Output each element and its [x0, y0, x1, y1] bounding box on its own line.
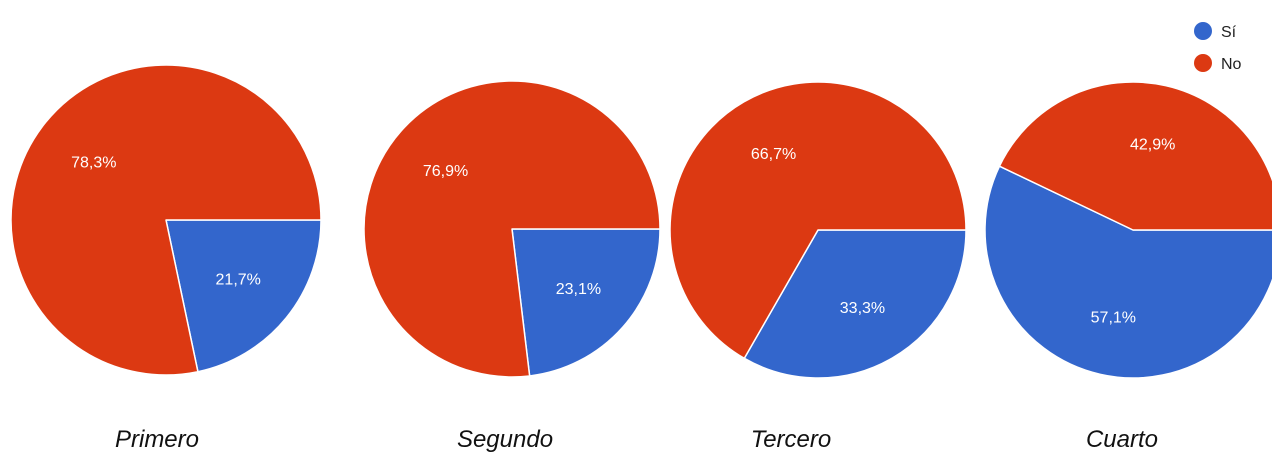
legend-label-si: Sí	[1221, 24, 1237, 41]
chart-title-primero: Primero	[115, 426, 199, 452]
pie-slice-no	[363, 80, 661, 378]
pie-slice-no	[998, 81, 1272, 231]
pie-slice-si	[511, 228, 661, 377]
legend-swatch-no	[1194, 54, 1212, 72]
pie-cuarto: 57,1% 42,9%	[984, 81, 1272, 379]
legend-item-si: Sí	[1194, 22, 1237, 41]
pie-slice-si	[984, 165, 1272, 379]
slice-label-no: 78,3%	[71, 154, 116, 171]
slice-label-si: 33,3%	[840, 300, 885, 317]
pie-primero: 21,7% 78,3%	[10, 64, 322, 376]
slice-label-no: 42,9%	[1130, 136, 1175, 153]
chart-titles: Primero Segundo Tercero Cuarto	[115, 426, 1158, 452]
pie-slice-si	[743, 229, 967, 379]
slice-label-si: 57,1%	[1091, 310, 1136, 327]
pie-slice-no	[10, 64, 322, 376]
slice-label-no: 66,7%	[751, 146, 796, 163]
slice-label-no: 76,9%	[423, 163, 468, 180]
pie-tercero: 33,3% 66,7%	[669, 81, 967, 379]
legend: Sí No	[1194, 22, 1242, 73]
pie-slice-no	[669, 81, 967, 360]
chart-title-segundo: Segundo	[457, 426, 553, 452]
legend-item-no: No	[1194, 54, 1242, 73]
pies-group: 21,7% 78,3% 23,1% 76,9% 33,3% 66,7% 57,1% 42,9%	[10, 64, 1272, 379]
chart-title-cuarto: Cuarto	[1086, 426, 1158, 452]
pie-slice-si	[165, 219, 322, 373]
slice-label-si: 21,7%	[216, 272, 261, 289]
pie-segundo: 23,1% 76,9%	[363, 80, 661, 378]
legend-swatch-si	[1194, 22, 1212, 40]
legend-label-no: No	[1221, 56, 1242, 73]
slice-label-si: 23,1%	[556, 281, 601, 298]
chart-title-tercero: Tercero	[751, 426, 831, 452]
